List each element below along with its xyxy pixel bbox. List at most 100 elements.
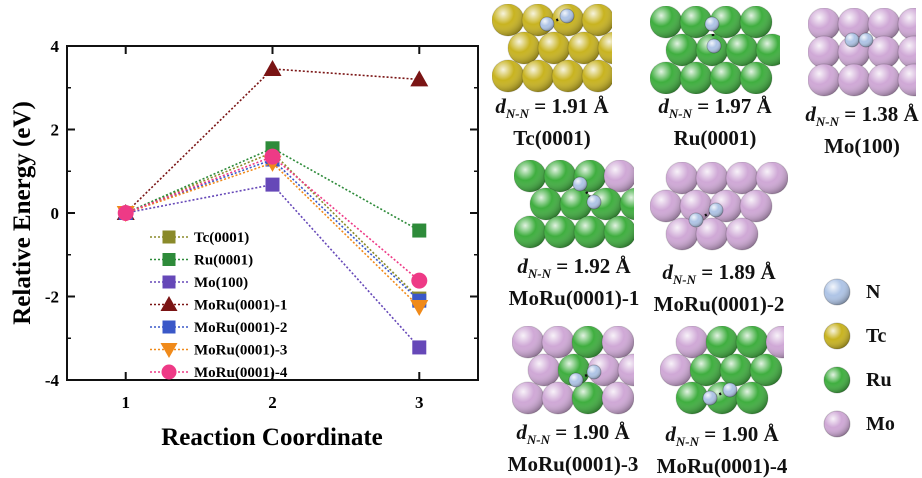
- atom-shading: [868, 8, 900, 40]
- data-point: [411, 272, 428, 289]
- distance-value: 1.90 Å: [721, 422, 779, 446]
- atom-shading: [650, 62, 682, 94]
- distance-symbol: d: [665, 422, 676, 446]
- atom-shading: [740, 6, 772, 38]
- atom-shading: [726, 218, 758, 250]
- data-point: [412, 223, 427, 238]
- element-swatch: [823, 410, 851, 438]
- distance-symbol: d: [516, 420, 527, 444]
- atom-shading: [710, 6, 742, 38]
- legend-marker: [162, 320, 176, 334]
- atom-shading: [582, 4, 612, 36]
- atom-shading: [602, 326, 634, 358]
- atom-shading: [859, 33, 873, 47]
- n-n-distance: dN-N = 1.38 Å: [798, 102, 922, 134]
- structure-panel-moru-0001-2: dN-N = 1.89 Å MoRu(0001)-2: [640, 162, 798, 316]
- n-n-distance: dN-N = 1.92 Å: [504, 254, 644, 286]
- atom-shading: [898, 8, 916, 40]
- surface-name: Mo(100): [824, 134, 900, 159]
- atom-shading: [898, 64, 916, 96]
- atom-shading: [705, 17, 719, 31]
- data-point: [410, 299, 429, 316]
- atom-shading: [587, 195, 601, 209]
- y-axis-title: Relative Energy (eV): [9, 101, 36, 325]
- atom-shading: [756, 34, 780, 66]
- n-n-distance: dN-N = 1.90 Å: [650, 422, 794, 454]
- structure-panel-tc-0001-: dN-N = 1.91 Å Tc(0001): [482, 4, 622, 150]
- surface-name: MoRu(0001)-3: [507, 452, 639, 477]
- atom-shading: [540, 17, 554, 31]
- atom-shading: [568, 32, 600, 64]
- adsorption-structure: [512, 326, 634, 415]
- atom-shading: [680, 6, 712, 38]
- atom-shading: [492, 60, 524, 92]
- atom-shading: [808, 36, 840, 68]
- distance-subscript: N-N: [526, 432, 550, 448]
- atom-shading: [845, 33, 859, 47]
- energy-profile-chart: -4 -2 0 2 4 1 2 3 Tc(0001) Ru(0001) Mo(100) MoRu(0…: [9, 37, 479, 451]
- atom-shading: [542, 382, 574, 414]
- n-n-bond: [710, 23, 716, 47]
- atom-shading: [574, 216, 606, 248]
- atom-shading: [707, 39, 721, 53]
- element-swatch: [823, 278, 851, 306]
- atom-shading: [676, 382, 708, 414]
- element-symbol: N: [866, 280, 881, 303]
- surface-name: MoRu(0001)-1: [508, 286, 640, 311]
- element-symbol: Ru: [866, 368, 892, 391]
- atom-shading: [512, 326, 544, 358]
- y-tick-label: 2: [51, 121, 60, 140]
- atom-shading: [587, 365, 601, 379]
- structure-panel-mo-100-: dN-N = 1.38 Å Mo(100): [798, 8, 922, 158]
- distance-equals: =: [838, 102, 862, 126]
- atom-shading: [598, 32, 612, 64]
- atom-shading: [602, 382, 634, 414]
- y-tick-label: -2: [45, 288, 59, 307]
- legend-label: Tc(0001): [194, 230, 249, 246]
- distance-equals: =: [528, 94, 552, 118]
- atom-shading: [604, 216, 634, 248]
- legend-marker: [162, 275, 176, 289]
- legend-entry: Ru(0001): [150, 253, 253, 269]
- x-axis-title: Reaction Coordinate: [161, 424, 383, 451]
- surface-name: MoRu(0001)-2: [653, 292, 785, 317]
- series-line: [125, 151, 420, 300]
- distance-value: 1.89 Å: [718, 260, 776, 284]
- data-point: [264, 148, 281, 165]
- data-point: [410, 70, 429, 87]
- element-legend: N Tc Ru Mo: [822, 270, 895, 446]
- distance-symbol: d: [495, 94, 506, 118]
- distance-symbol: d: [517, 254, 528, 278]
- atom-shading: [660, 354, 692, 386]
- element-legend-entry: N: [822, 270, 895, 314]
- distance-value: 1.90 Å: [572, 420, 630, 444]
- y-tick-label: 4: [51, 37, 60, 56]
- atom-shading: [756, 162, 788, 194]
- y-tick-label: -4: [45, 371, 60, 390]
- structure-panel-moru-0001-4: dN-N = 1.90 Å MoRu(0001)-4: [650, 326, 794, 478]
- atom-shading: [710, 62, 742, 94]
- legend-entry: MoRu(0001)-3: [150, 343, 287, 359]
- atom-shading: [766, 326, 784, 358]
- n-n-distance: dN-N = 1.90 Å: [502, 420, 644, 452]
- legend-marker: [162, 253, 176, 266]
- adsorption-structure: [660, 326, 784, 415]
- atom-shading: [666, 162, 698, 194]
- n-n-bond: [546, 14, 568, 26]
- legend-marker: [160, 343, 178, 358]
- atom-shading: [680, 62, 712, 94]
- atom-shading: [740, 190, 772, 222]
- adsorption-structure: [650, 162, 788, 251]
- atom-shading: [838, 8, 870, 40]
- atom-shading: [740, 62, 772, 94]
- distance-symbol: d: [805, 102, 816, 126]
- distance-value: 1.38 Å: [861, 102, 919, 126]
- series-moru-0001-4: [117, 148, 428, 289]
- legend-entry: MoRu(0001)-2: [150, 320, 287, 336]
- surface-name: Tc(0001): [513, 126, 591, 151]
- atom-shading: [808, 8, 840, 40]
- distance-value: 1.97 Å: [714, 94, 772, 118]
- legend-marker: [162, 230, 176, 244]
- element-symbol: Tc: [866, 324, 887, 347]
- atom-shading: [582, 60, 612, 92]
